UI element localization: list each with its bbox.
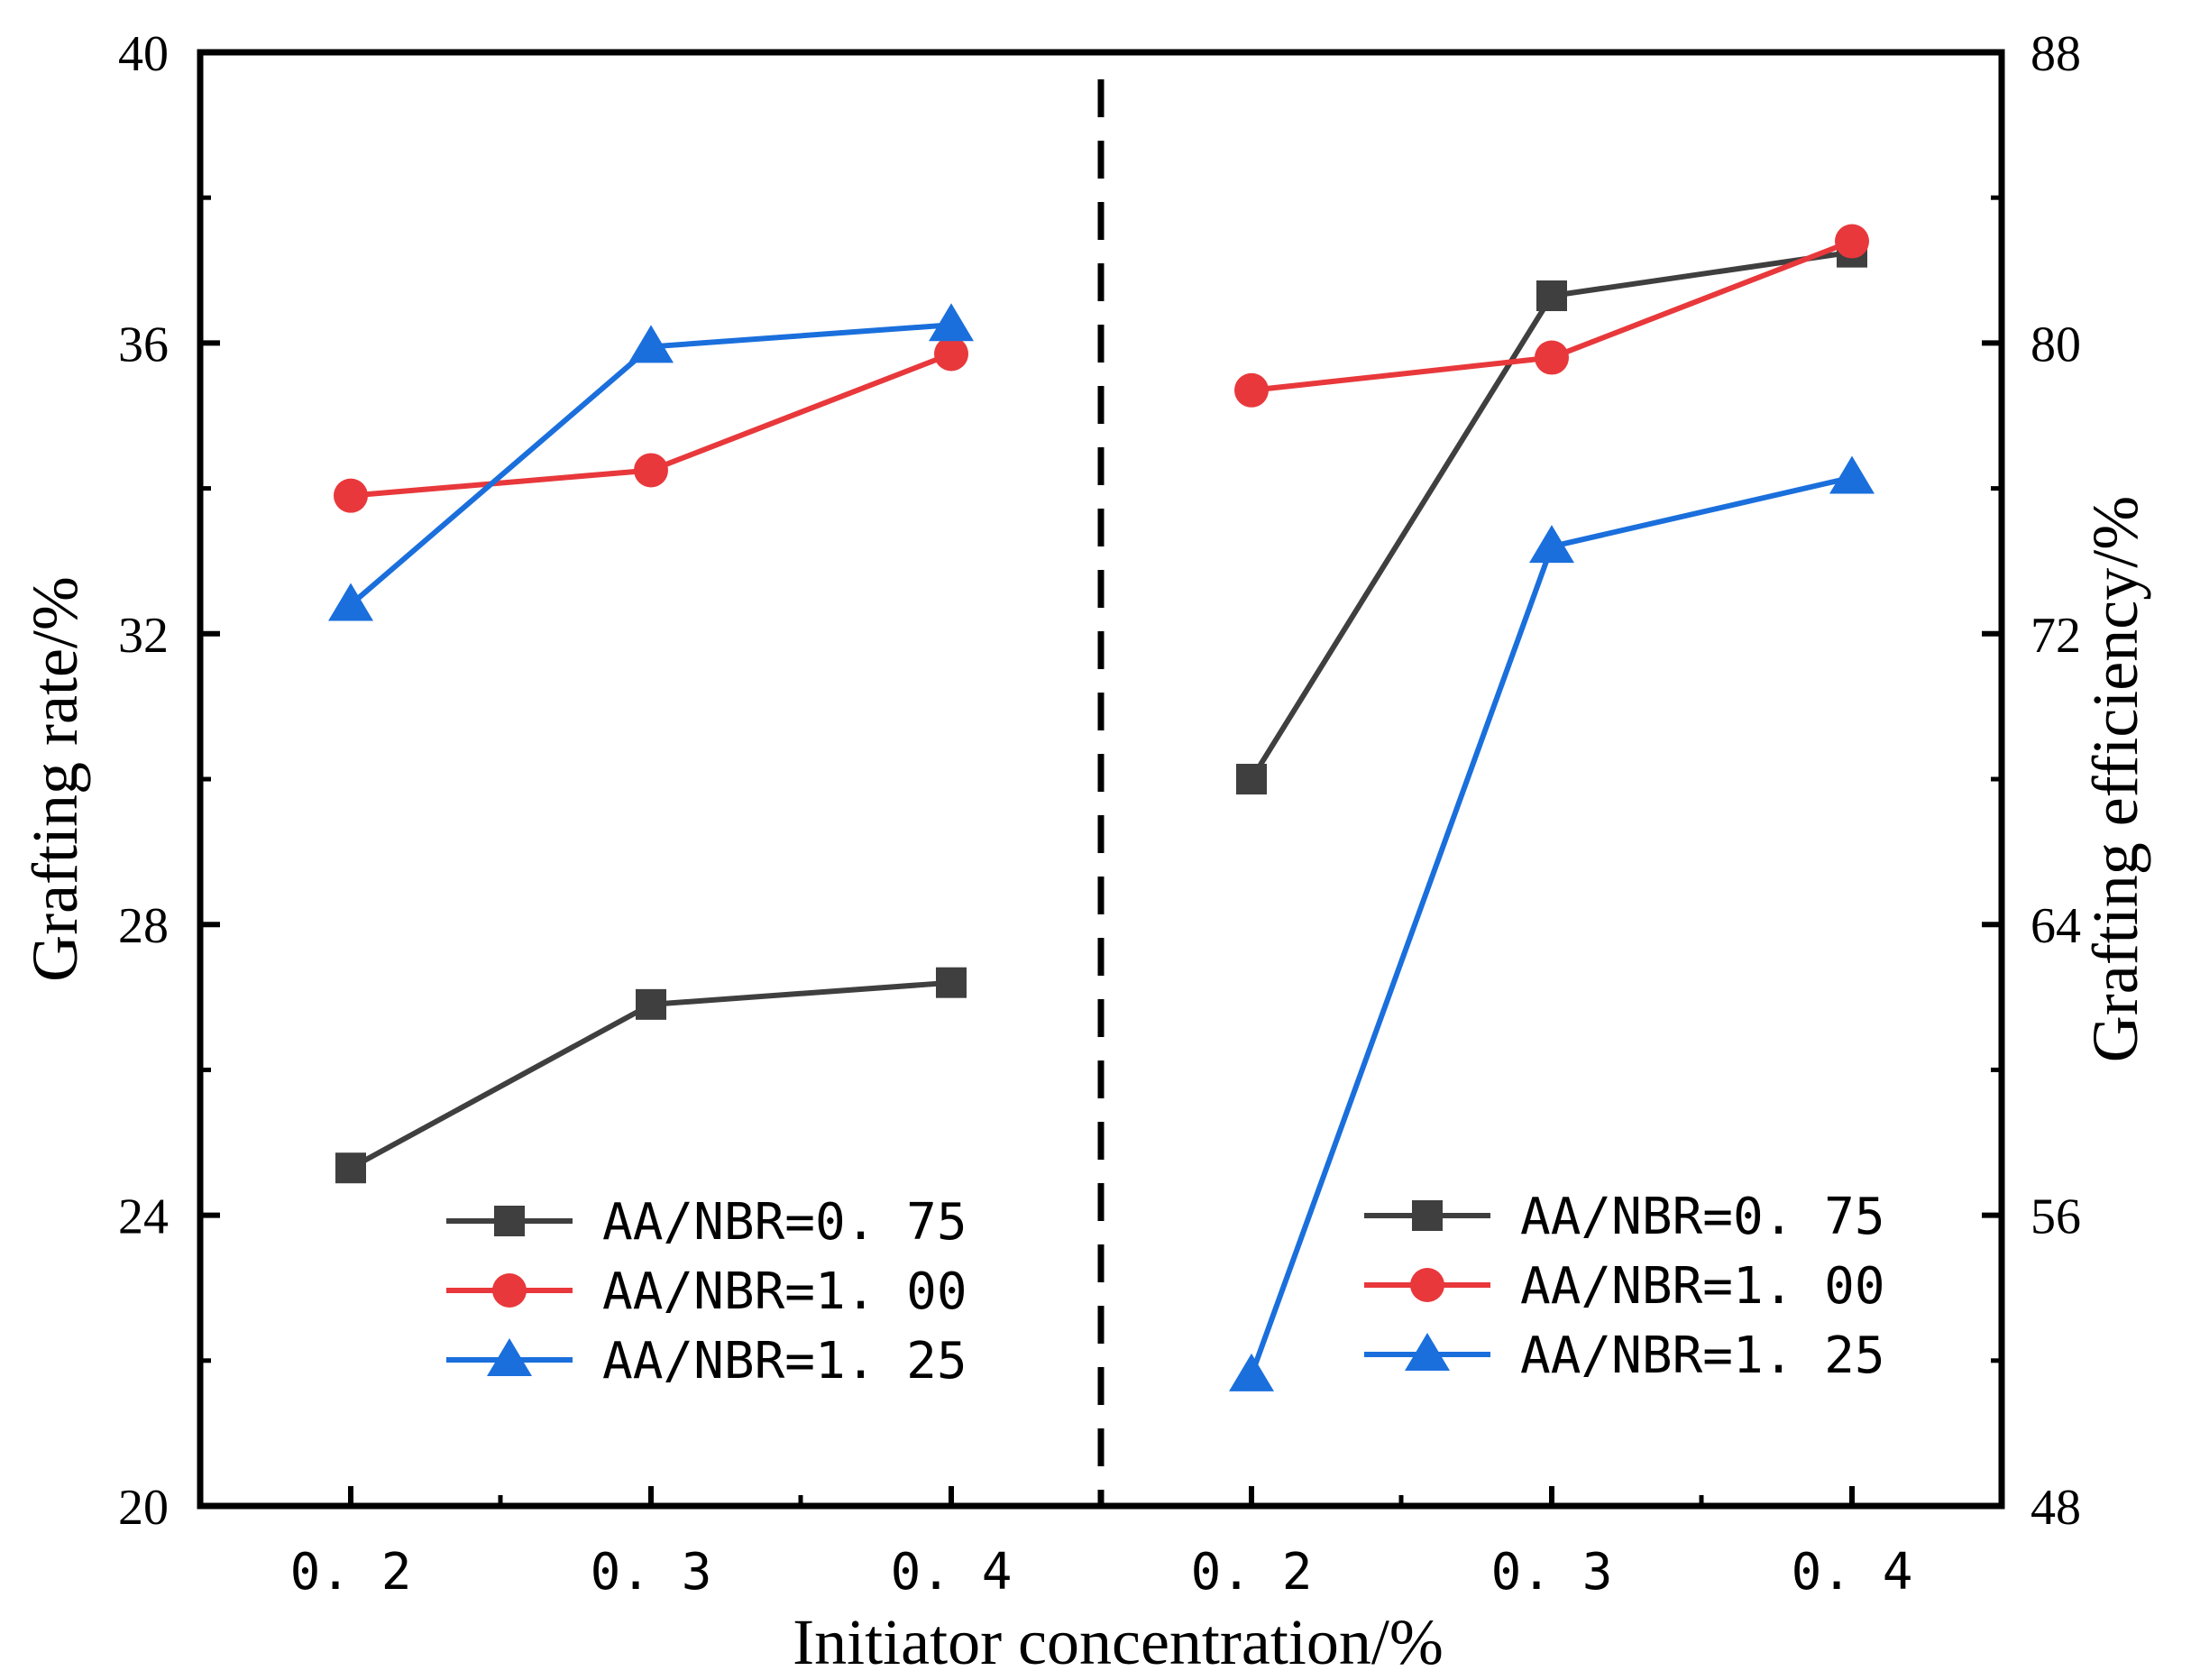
left-y-tick-label: 24: [118, 1189, 169, 1245]
left-y-tick-label: 40: [118, 26, 169, 82]
data-point-circle: [634, 453, 668, 488]
x-axis-title: Initiator concentration/%: [793, 1606, 1444, 1678]
left-y-tick-label: 36: [118, 317, 169, 372]
data-point-triangle: [1529, 525, 1574, 564]
data-point-circle: [1535, 340, 1569, 375]
right-y-tick-label: 64: [2031, 898, 2081, 954]
x-tick-label: 0. 3: [591, 1543, 712, 1602]
right-y-tick-label: 56: [2031, 1189, 2081, 1245]
data-point-square: [1236, 764, 1267, 794]
data-point-triangle: [628, 325, 674, 363]
data-point-square: [335, 1152, 366, 1184]
legend-marker-triangle: [1405, 1333, 1450, 1371]
legend-label: AA/NBR=0. 75: [1520, 1188, 1885, 1246]
series-line-square: [1249, 249, 1853, 781]
right-y-tick-label: 88: [2031, 26, 2081, 82]
data-point-square: [936, 967, 967, 998]
data-point-triangle: [328, 583, 373, 621]
x-tick-label: 0. 4: [891, 1543, 1013, 1602]
legend-label: AA/NBR=1. 00: [602, 1262, 967, 1321]
legend-marker-circle: [1410, 1268, 1444, 1302]
legend-label: AA/NBR=0. 75: [602, 1193, 967, 1252]
legends: AA/NBR=0. 75 AA/NBR=1. 00 AA/NBR=1. 25 AA/N…: [446, 1188, 1885, 1391]
data-marks: [328, 224, 1875, 1391]
right-y-tick-label: 80: [2031, 317, 2081, 372]
x-tick-label: 0. 2: [290, 1543, 412, 1602]
axis-ticks: 20 24 28 32 36 40 48 56 64 72 80 88 0. 2 0. 3 0. 4 0. 2…: [118, 26, 2081, 1602]
data-point-circle: [334, 478, 368, 513]
data-point-circle: [1835, 224, 1869, 259]
legend-marker-triangle: [487, 1338, 532, 1376]
right-y-tick-label: 72: [2031, 608, 2081, 664]
right-y-axis-title: Grafting efficiency/%: [2079, 496, 2151, 1062]
data-point-circle: [934, 336, 968, 372]
data-point-square: [636, 988, 666, 1020]
x-tick-label: 0. 3: [1491, 1543, 1613, 1602]
legend-marker-square: [1412, 1200, 1443, 1231]
legend-label: AA/NBR=1. 00: [1520, 1257, 1885, 1316]
legend-label: AA/NBR=1. 25: [602, 1332, 967, 1391]
legend-label: AA/NBR=1. 25: [1520, 1327, 1885, 1385]
left-y-tick-label: 32: [118, 608, 169, 664]
legend-marker-circle: [492, 1273, 527, 1308]
data-point-triangle: [929, 303, 974, 342]
x-tick-label: 0. 2: [1191, 1543, 1313, 1602]
left-y-axis-title: Grafting rate/%: [19, 576, 91, 982]
right-y-tick-label: 48: [2031, 1480, 2081, 1536]
left-y-tick-label: 28: [118, 898, 169, 954]
data-point-square: [1536, 280, 1567, 312]
data-point-circle: [1234, 372, 1269, 408]
legend-marker-square: [494, 1206, 525, 1236]
data-point-triangle: [1229, 1353, 1274, 1391]
data-point-triangle: [1829, 455, 1875, 494]
left-y-tick-label: 20: [118, 1480, 169, 1536]
x-tick-label: 0. 4: [1792, 1543, 1913, 1602]
